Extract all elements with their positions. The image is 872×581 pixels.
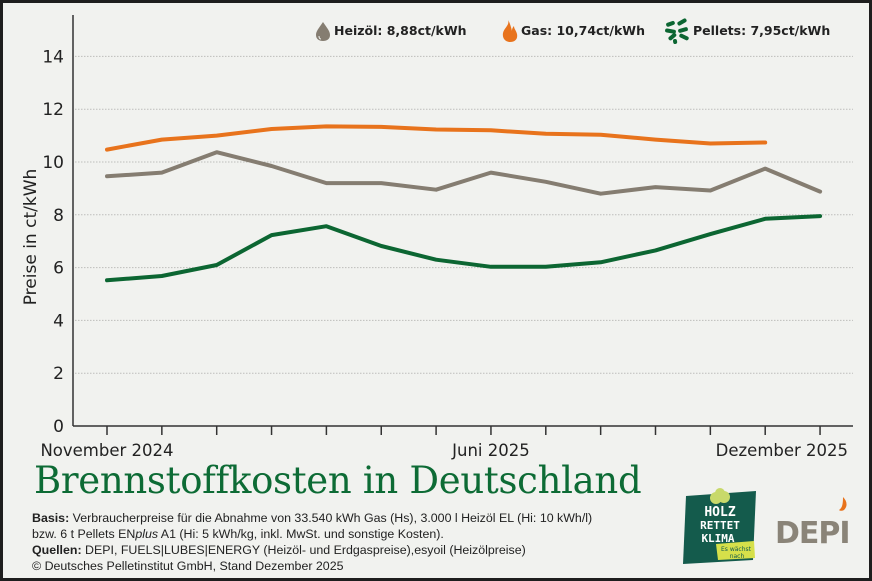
basis-line-1: Basis: Verbraucherpreise für die Abnahme… [32,510,592,526]
logo-text-klima: KLIMA [701,532,734,545]
basis-text-2a: bzw. 6 t Pellets EN [32,527,136,541]
tree-icon [710,488,730,504]
basis-text: Verbraucherpreise für die Abnahme von 33… [69,511,593,525]
footnotes: Basis: Verbraucherpreise für die Abnahme… [32,510,592,574]
legend-label-gas: Gas: 10,74ct/kWh [521,23,645,38]
y-tick-label: 0 [53,417,64,437]
holz-rettet-klima-logo: HOLZ RETTET KLIMA Es wächst nach [683,488,756,564]
line-chart: 0 2 4 6 8 10 12 14 November 2024 Juni 2025 Dezemb… [21,15,853,460]
legend-label-pellets: Pellets: 7,95ct/kWh [693,23,830,38]
sources-line: Quellen: DEPI, FUELS|LUBES|ENERGY (Heizö… [32,542,592,558]
logo-badge-text-1: Es wächst [721,546,752,553]
y-tick-label: 12 [42,100,64,120]
legend-label-heizoel: Heizöl: 8,88ct/kWh [334,23,467,38]
series-lines [105,124,823,283]
oil-drop-highlight [318,35,322,40]
y-tick-label: 4 [53,311,64,331]
x-tick-label: Dezember 2025 [716,441,848,460]
basis-label: Basis: [32,511,70,525]
chart-title: Brennstoffkosten in Deutschland [34,459,642,502]
y-tick-label: 2 [53,364,64,384]
legend: Heizöl: 8,88ct/kWh Gas: 10,74ct/kWh Pell… [316,18,830,44]
sources-text: DEPI, FUELS|LUBES|ENERGY (Heizöl- und Er… [81,543,526,557]
depi-text: DEPI [775,516,850,551]
y-tick-label: 6 [53,259,64,279]
sources-label: Quellen: [32,543,82,557]
flame-icon [502,20,518,42]
legend-item-pellets: Pellets: 7,95ct/kWh [665,18,830,44]
axes [72,15,853,427]
basis-line-2: bzw. 6 t Pellets ENplus A1 (Hi: 5 kWh/kg… [32,526,592,542]
legend-item-heizoel: Heizöl: 8,88ct/kWh [316,22,467,41]
copyright: © Deutsches Pelletinstitut GmbH, Stand D… [32,559,344,573]
pellets-icon [665,18,689,44]
x-tick-label: Juni 2025 [451,441,530,460]
y-tick-label: 10 [42,153,64,173]
logo-text-rettet: RETTET [700,519,740,532]
series-line-gas [105,124,768,152]
y-tick-labels: 0 2 4 6 8 10 12 14 [42,47,64,437]
basis-text-2b: A1 (Hi: 5 kWh/kg, inkl. MwSt. und sonsti… [158,527,444,541]
y-tick-label: 14 [42,47,64,67]
gridlines [75,55,853,374]
logo-badge-text-2: nach [730,553,745,560]
x-tick-label: November 2024 [40,441,173,460]
infographic: 0 2 4 6 8 10 12 14 November 2024 Juni 2025 Dezemb… [3,3,869,578]
basis-text-2-italic: plus [135,527,159,541]
y-axis-label: Preise in ct/kWh [21,169,41,306]
logo-text-holz: HOLZ [704,505,735,520]
oil-drop-icon [316,22,330,41]
series-line-pellets [105,214,823,283]
depi-flame-icon [839,497,847,511]
y-tick-label: 8 [53,206,64,226]
depi-logo: DEPI [775,497,851,551]
legend-item-gas: Gas: 10,74ct/kWh [502,20,645,42]
x-ticks: November 2024 Juni 2025 Dezember 2025 [40,426,848,460]
series-line-heizoel [105,150,823,196]
logo-badge [716,541,755,560]
